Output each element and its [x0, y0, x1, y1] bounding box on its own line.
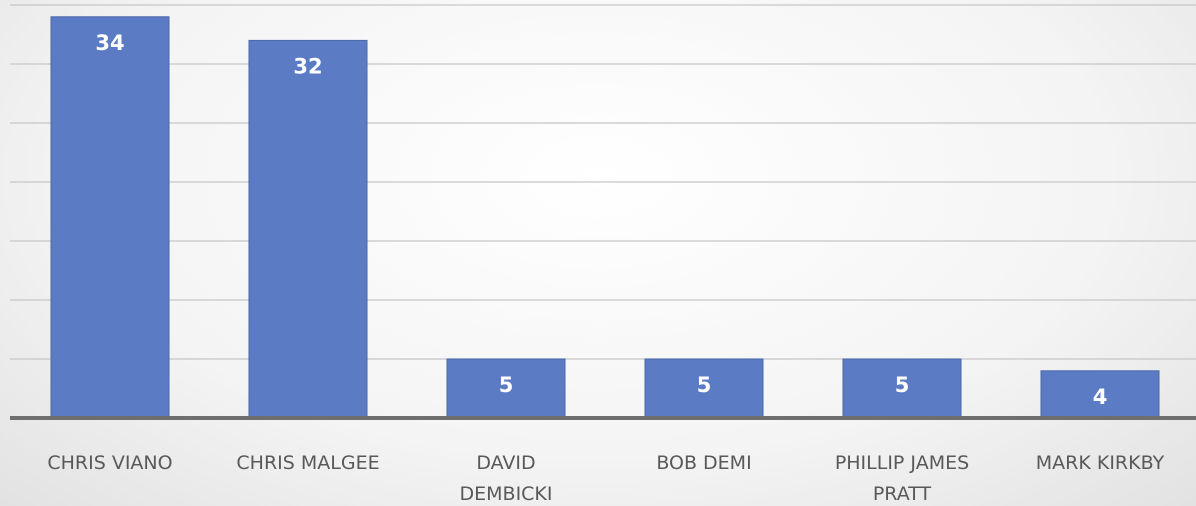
bar — [50, 16, 170, 419]
data-label: 5 — [697, 373, 712, 397]
category-label: BOB DEMI — [656, 452, 751, 474]
category-labels: CHRIS VIANO CHRIS MALGEE DAVID DEMBICKI BOB … — [47, 452, 1164, 505]
bar — [248, 39, 368, 419]
gridlines — [10, 4, 1196, 360]
data-label: 4 — [1093, 385, 1108, 409]
category-label: PHILLIP JAMES PRATT — [835, 452, 969, 505]
category-label: CHRIS MALGEE — [236, 452, 379, 474]
data-label: 5 — [895, 373, 910, 397]
category-label: MARK KIRKBY — [1036, 452, 1165, 474]
bar — [1040, 370, 1160, 419]
category-label: DAVID DEMBICKI — [460, 452, 553, 505]
data-label: 34 — [95, 31, 124, 55]
data-label: 32 — [293, 54, 322, 78]
bar — [842, 358, 962, 419]
bar — [644, 358, 764, 419]
bars — [50, 16, 1160, 419]
value-labels: 34 32 5 5 5 4 — [95, 31, 1107, 409]
category-label: CHRIS VIANO — [47, 452, 172, 474]
data-label: 5 — [499, 373, 514, 397]
